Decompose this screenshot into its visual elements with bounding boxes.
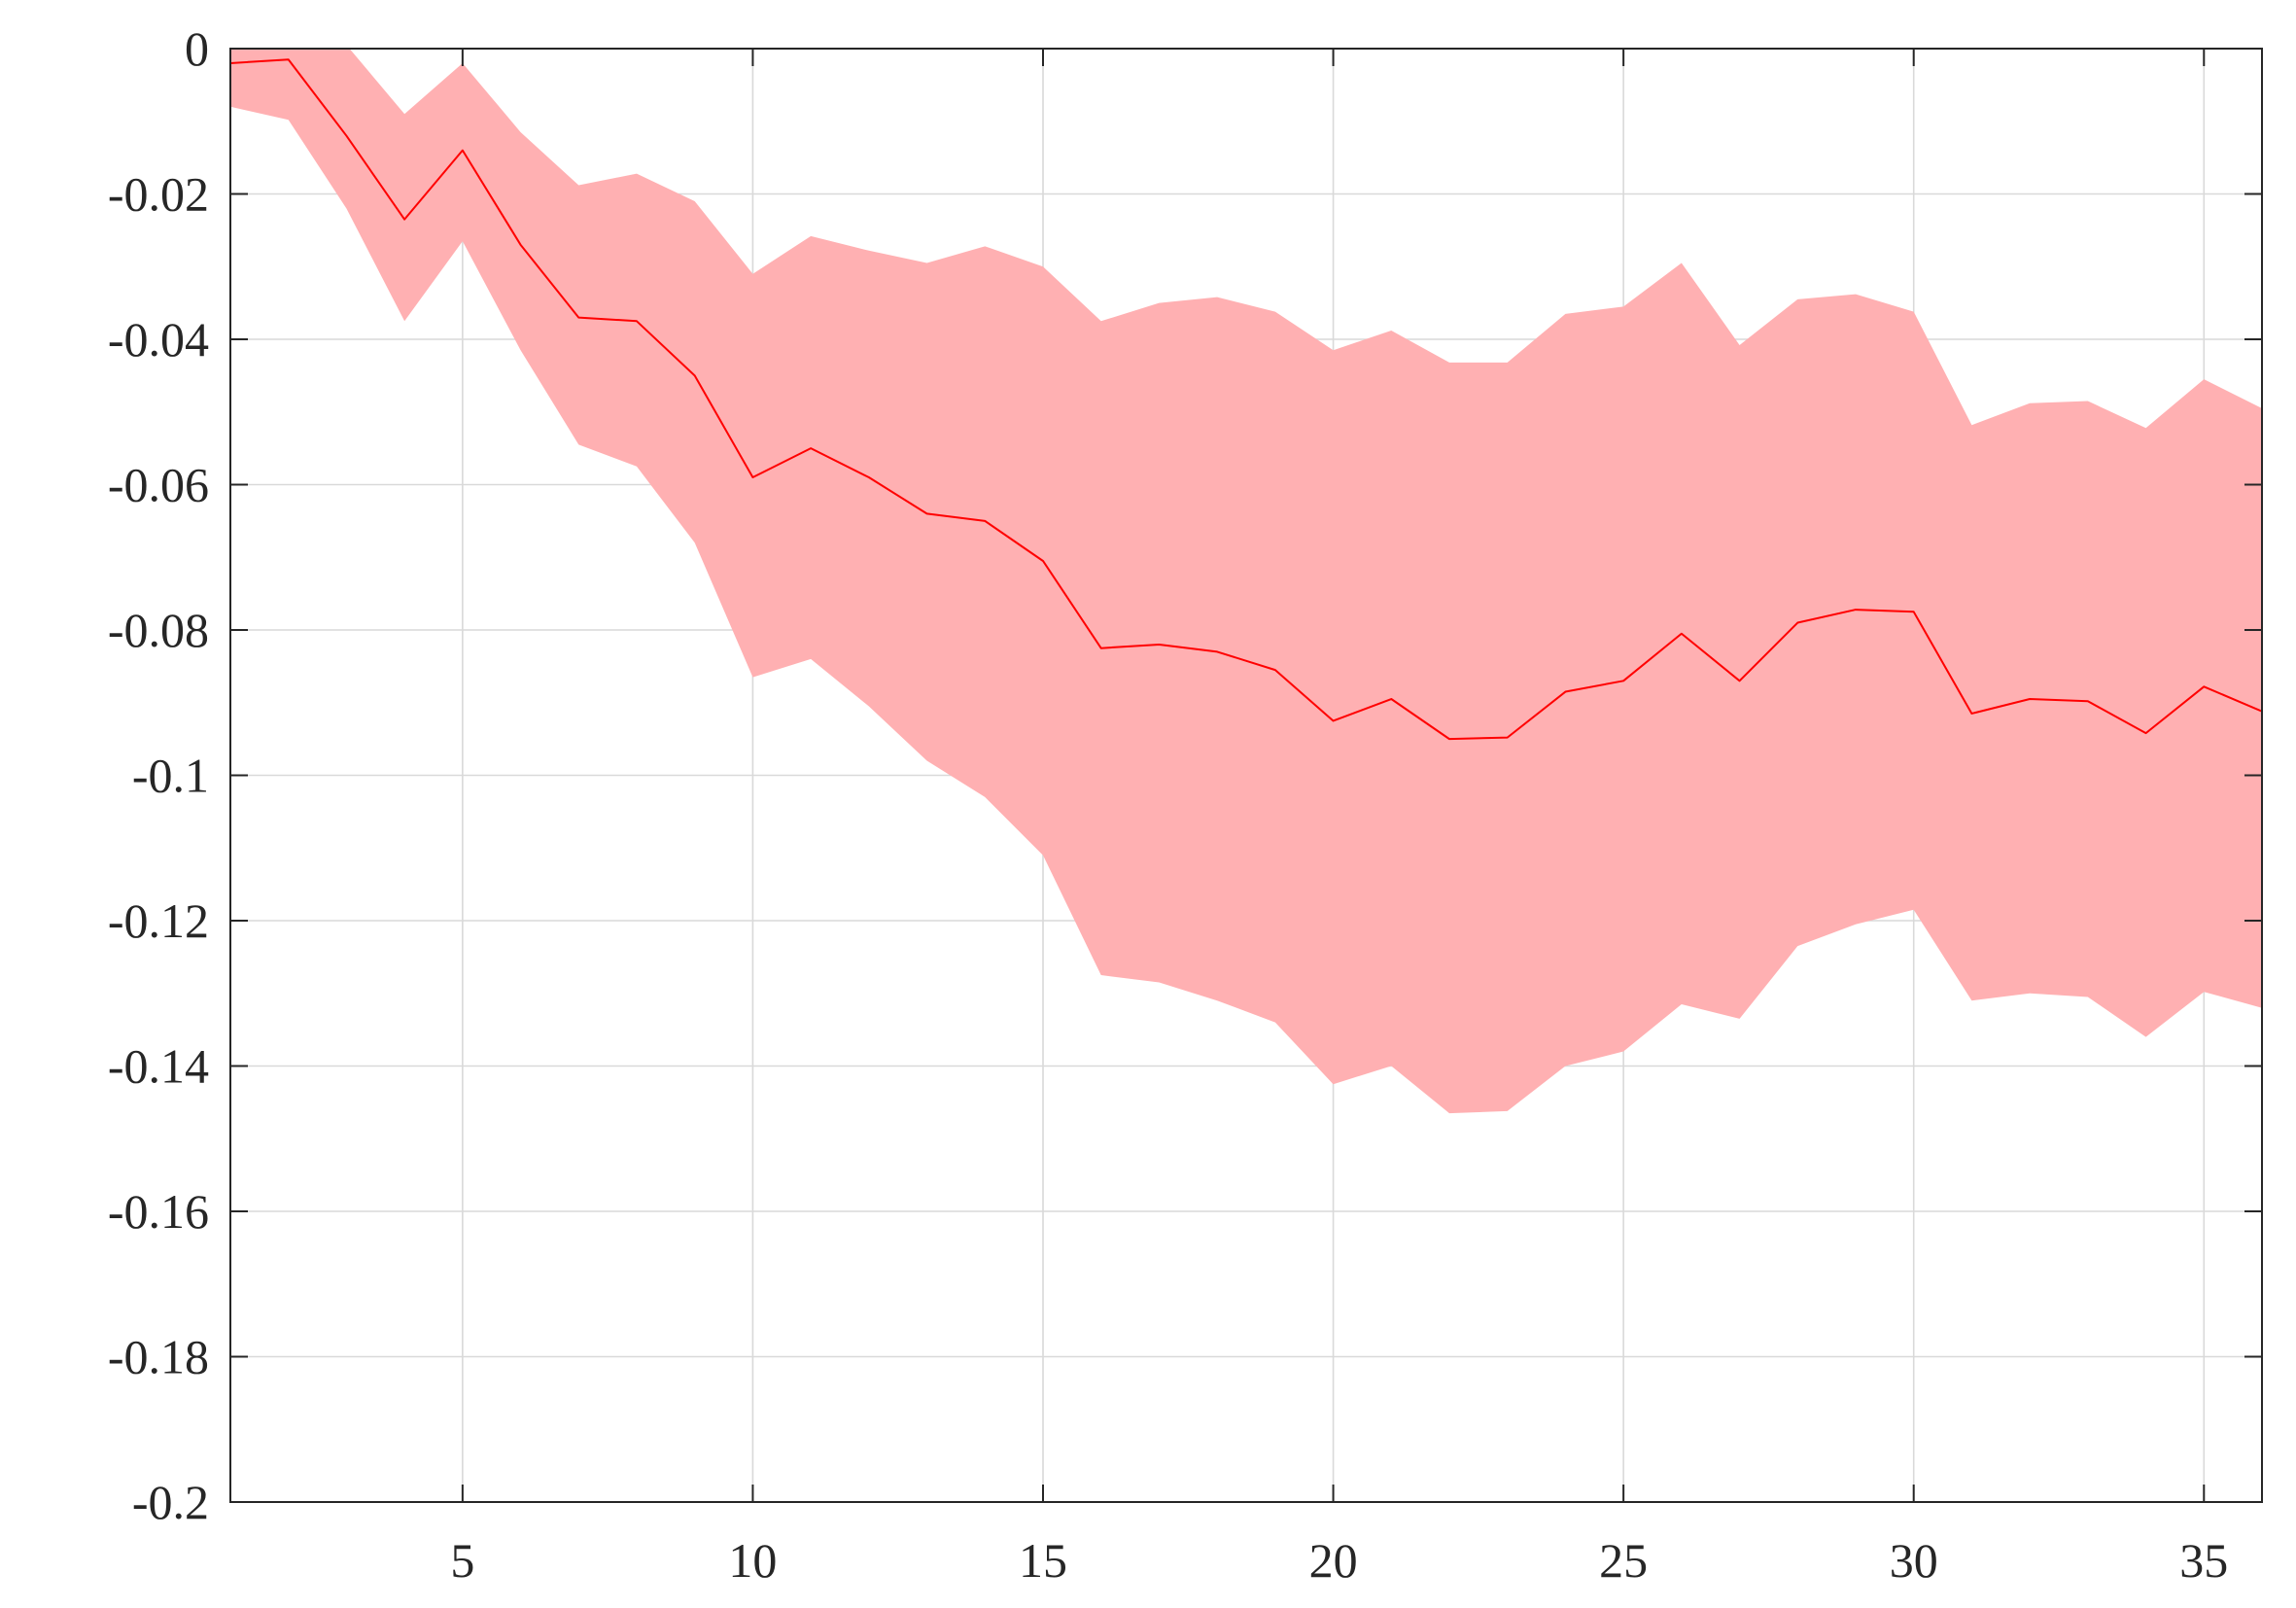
y-tick-label: -0.04: [108, 312, 209, 367]
x-tick-label: 10: [728, 1533, 777, 1588]
y-tick-label: -0.14: [108, 1039, 209, 1094]
y-axis-ticks: 0 -0.02 -0.04 -0.06 -0.08 -0.1 -0.12 -0.14 -0.16…: [108, 21, 2262, 1529]
x-tick-label: 35: [2179, 1533, 2228, 1588]
confidence-band-layer: [230, 49, 2262, 1114]
y-tick-label: -0.12: [108, 893, 209, 948]
y-tick-label: -0.16: [108, 1184, 209, 1239]
y-tick-label: -0.1: [132, 749, 209, 803]
x-tick-label: 30: [1890, 1533, 1938, 1588]
y-tick-label: -0.02: [108, 167, 209, 222]
x-tick-label: 15: [1019, 1533, 1067, 1588]
x-tick-label: 20: [1309, 1533, 1358, 1588]
x-tick-label: 5: [450, 1533, 474, 1588]
y-tick-label: -0.06: [108, 458, 209, 512]
x-tick-label: 25: [1599, 1533, 1648, 1588]
series-line-layer: [230, 58, 2262, 741]
y-tick-label: 0: [185, 21, 209, 76]
series-line: [230, 58, 2262, 741]
x-axis-ticks: 5 10 15 20 25 30 35: [450, 49, 2228, 1588]
confidence-band: [230, 49, 2262, 1114]
y-tick-label: -0.08: [108, 603, 209, 657]
y-tick-label: -0.2: [132, 1475, 209, 1529]
y-tick-label: -0.18: [108, 1330, 209, 1384]
